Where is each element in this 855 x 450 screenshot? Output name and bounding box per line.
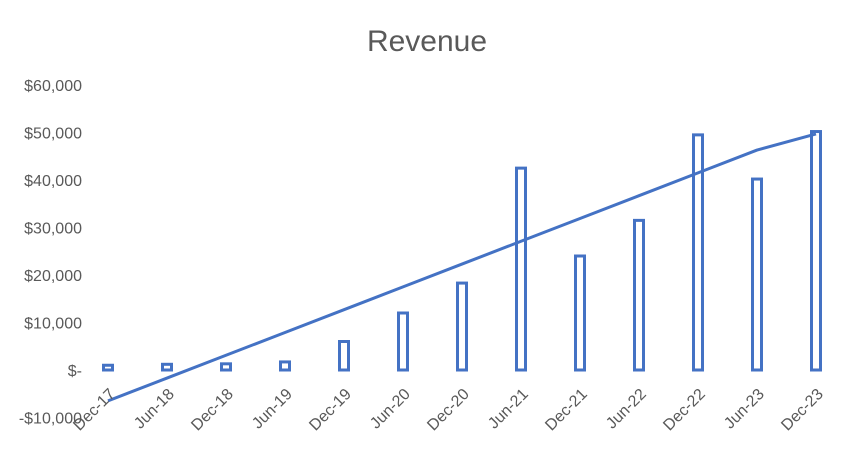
x-tick-label: Dec-22 [660,386,709,435]
x-tick-label: Dec-21 [542,386,591,435]
y-axis-ticks: -$10,000 $- $10,000 $20,000 $30,000 $40,000 $5… [19,78,82,428]
x-tick-label: Jun-22 [603,386,650,433]
bar [515,166,527,372]
x-tick-label: Dec-18 [188,386,237,435]
y-tick-label: $60,000 [24,78,82,95]
bar [338,340,350,372]
y-tick-label: $20,000 [24,268,82,285]
x-axis-ticks: Dec-17 Jun-18 Dec-18 Jun-19 Dec-19 Jun-20 Dec-… [70,386,827,435]
bar [810,130,822,372]
x-tick-label: Jun-21 [485,386,532,433]
bar-series [102,130,822,372]
y-tick-label: $50,000 [24,126,82,143]
y-tick-label: $40,000 [24,173,82,190]
bar [279,360,291,372]
y-tick-label: -$10,000 [19,411,82,428]
bar [161,362,173,372]
x-tick-label: Jun-18 [131,386,178,433]
trend-line [107,132,817,403]
x-tick-label: Jun-19 [249,386,296,433]
x-tick-label: Jun-20 [367,386,414,433]
x-tick-label: Jun-23 [721,386,768,433]
bar [220,362,232,372]
y-tick-label: $- [68,363,82,380]
x-tick-label: Dec-23 [778,386,827,435]
y-tick-label: $10,000 [24,316,82,333]
bar [102,363,114,372]
bar [633,218,645,372]
chart-title: Revenue [367,25,487,58]
bar [751,177,763,372]
x-tick-label: Dec-20 [424,386,473,435]
bar [574,254,586,372]
bar [692,133,704,372]
x-tick-label: Dec-19 [306,386,355,435]
bar [456,281,468,372]
y-tick-label: $30,000 [24,221,82,238]
bar [397,311,409,372]
trend-series [107,132,817,403]
